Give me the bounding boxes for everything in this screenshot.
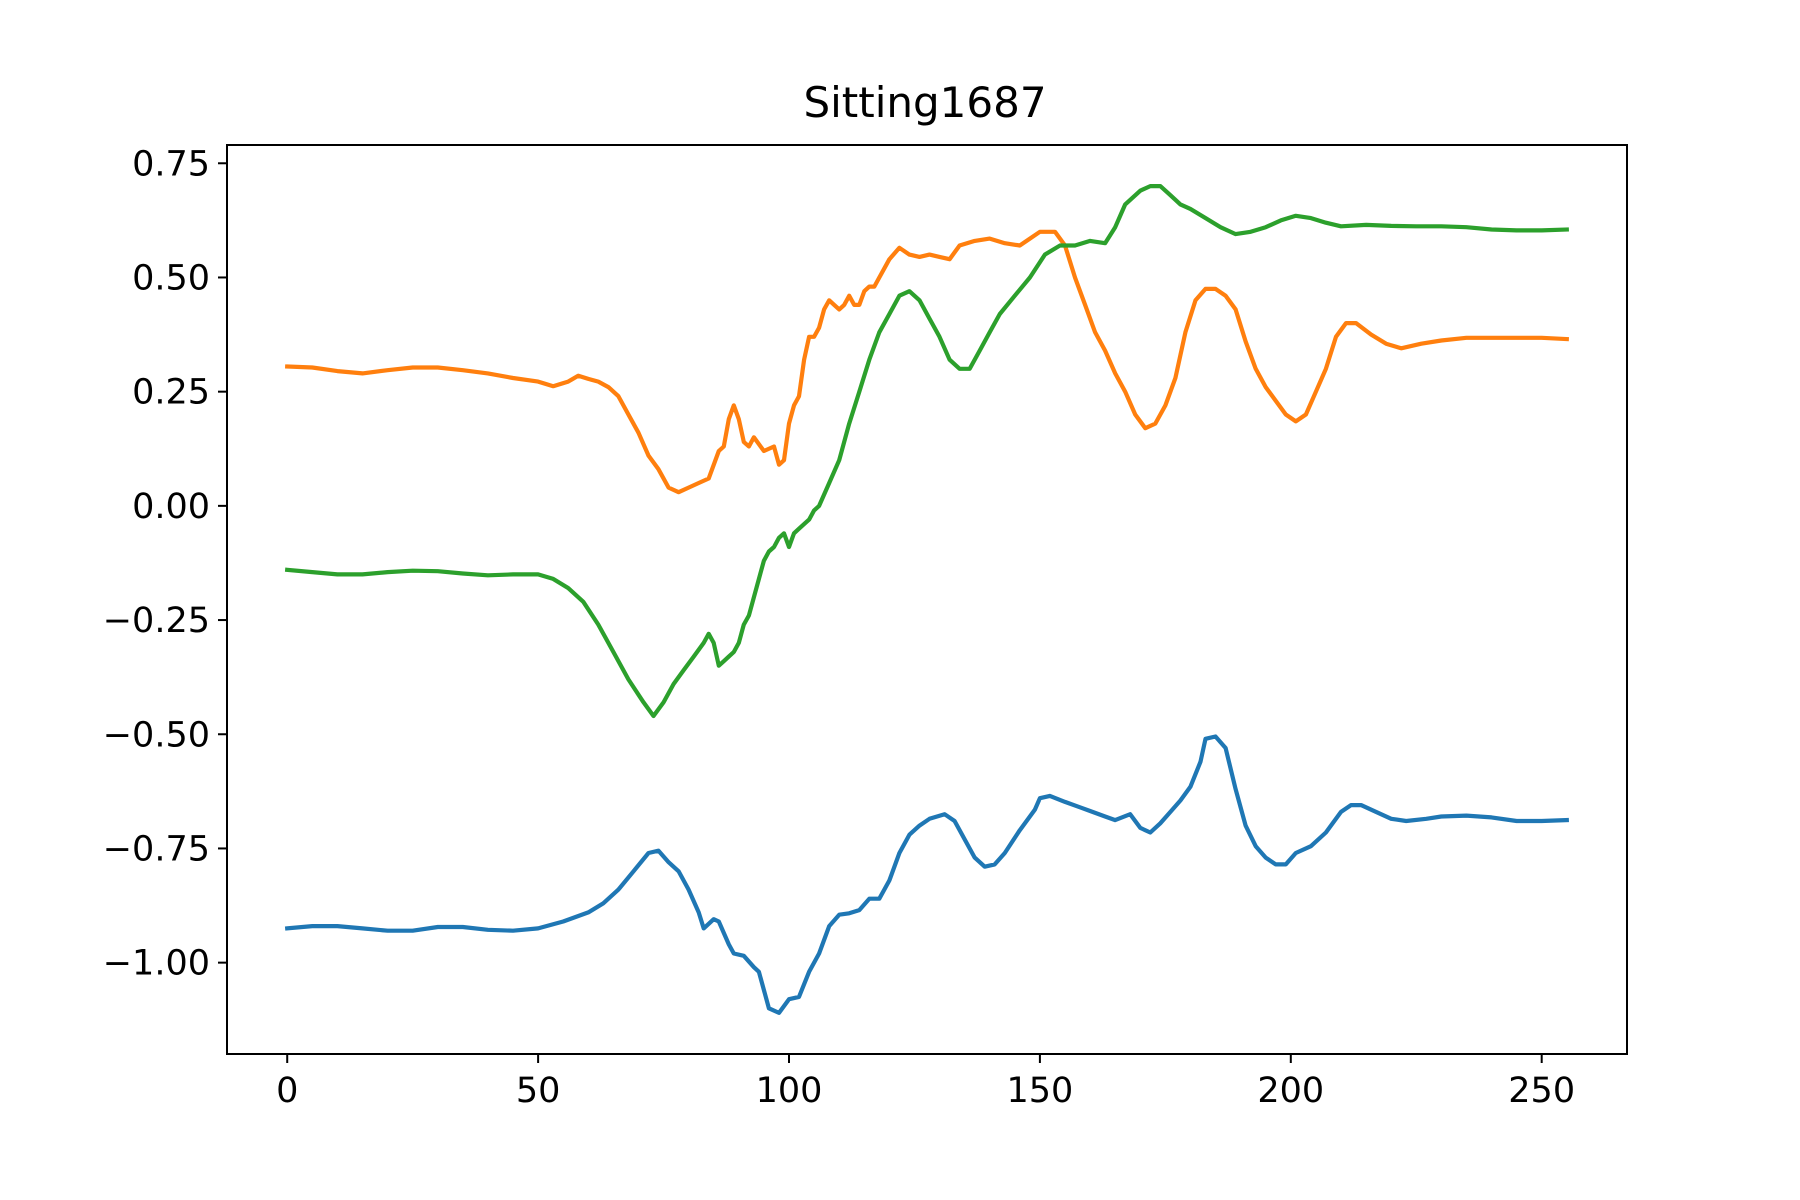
- x-tick-label: 50: [516, 1071, 561, 1111]
- x-tick-label: 250: [1508, 1071, 1575, 1111]
- x-tick-label: 200: [1257, 1071, 1324, 1111]
- series-line-2: [285, 229, 1570, 495]
- y-tick-label: 0.25: [132, 373, 210, 413]
- y-tick-label: −0.50: [103, 715, 210, 755]
- axes-layer: 0 50 100 150 200 250 0.75 0.50 0.25 0.00 −0.25 −0.5…: [103, 144, 1628, 1111]
- x-tick-label: 150: [1006, 1071, 1073, 1111]
- y-tick-label: −0.25: [103, 601, 210, 641]
- x-tick-label: 100: [756, 1071, 823, 1111]
- y-tick-label: 0.50: [132, 258, 210, 298]
- series-line-3: [284, 184, 1569, 719]
- y-tick-label: −0.75: [103, 829, 210, 869]
- chart-title: Sitting1687: [803, 78, 1046, 127]
- y-tick-label: −1.00: [103, 944, 210, 984]
- y-tick-label: 0.75: [132, 144, 210, 184]
- x-tick-label: 0: [276, 1071, 298, 1111]
- series-line-1: [284, 734, 1569, 1015]
- plot-frame: [226, 144, 1628, 1055]
- series-layer: [284, 184, 1570, 1015]
- y-tick-label: 0.00: [132, 487, 210, 527]
